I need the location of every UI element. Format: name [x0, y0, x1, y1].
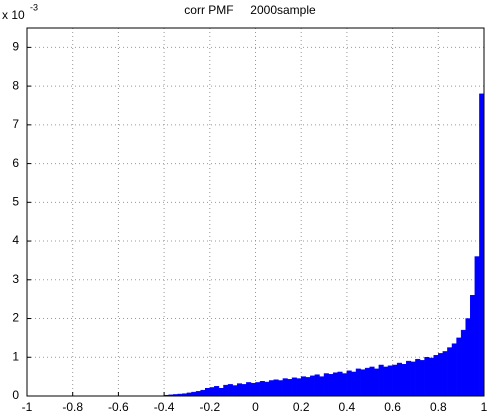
bar — [351, 371, 357, 397]
bar — [456, 337, 462, 397]
bar — [273, 379, 279, 397]
x-tick-label: 0 — [252, 400, 259, 414]
bar — [392, 364, 398, 397]
bar — [474, 256, 480, 397]
bar — [209, 387, 215, 397]
x-tick-label: 0.8 — [430, 400, 447, 414]
bar — [401, 363, 407, 397]
x-tick-label: -0.8 — [62, 400, 83, 414]
y-scale-exponent: -3 — [30, 2, 38, 12]
x-tick-label: 1 — [481, 400, 488, 414]
bar — [255, 382, 261, 397]
x-tick-label: 0.6 — [384, 400, 401, 414]
bar — [278, 380, 284, 397]
bar — [433, 355, 439, 397]
bar — [451, 343, 457, 397]
bar — [314, 374, 320, 397]
bar — [300, 376, 307, 397]
bar — [346, 370, 352, 397]
bar — [323, 373, 329, 397]
bar — [438, 353, 444, 397]
bar — [342, 373, 348, 397]
x-tick-label: -1 — [22, 400, 33, 414]
bar — [374, 368, 380, 397]
bar — [428, 357, 434, 397]
bar — [195, 391, 201, 397]
y-tick-label: 9 — [12, 40, 19, 54]
bar — [337, 371, 343, 397]
y-tick-label: 0 — [12, 388, 19, 402]
bar — [246, 382, 252, 397]
bar — [479, 93, 485, 397]
bar — [264, 381, 270, 397]
bar — [227, 384, 233, 397]
bar — [465, 318, 471, 397]
y-tick-label: 4 — [12, 233, 19, 247]
plot-frame — [26, 27, 485, 397]
y-tick-label: 3 — [12, 272, 19, 286]
bar — [355, 368, 361, 397]
bar — [191, 391, 197, 397]
bar — [268, 380, 275, 397]
x-tick-label: -0.6 — [108, 400, 129, 414]
bar — [396, 362, 402, 397]
bar — [460, 329, 466, 397]
x-tick-label: 0.4 — [339, 400, 356, 414]
bar — [223, 384, 229, 397]
bar — [378, 364, 384, 397]
bar — [447, 347, 453, 397]
bar — [250, 382, 256, 397]
bar — [424, 357, 430, 397]
y-tick-label: 5 — [12, 194, 19, 208]
y-tick-label: 1 — [12, 349, 19, 363]
y-tick-label: 7 — [12, 117, 19, 131]
bar — [419, 360, 425, 397]
chart-title: corr PMF 2000sample — [184, 3, 316, 17]
bar — [241, 384, 247, 397]
bar — [291, 377, 297, 397]
bar — [218, 388, 224, 397]
y-scale-base: x 10 — [2, 8, 25, 22]
bar — [319, 376, 325, 397]
y-tick-label: 2 — [12, 311, 19, 325]
x-tick-label: 0.2 — [293, 400, 310, 414]
bar — [364, 367, 370, 397]
x-tick-label: -0.2 — [199, 400, 220, 414]
bar — [470, 295, 476, 397]
bar — [296, 378, 302, 397]
y-tick-label: 8 — [12, 78, 19, 92]
bar — [442, 351, 448, 397]
bar — [310, 375, 316, 397]
bar — [232, 385, 238, 397]
bar — [236, 383, 243, 397]
bar — [410, 361, 416, 397]
bar — [415, 358, 421, 397]
bar — [287, 379, 293, 397]
bar — [332, 372, 339, 397]
bar — [259, 381, 265, 397]
bar — [406, 360, 412, 397]
bar — [204, 388, 211, 397]
bar — [369, 366, 375, 397]
bar — [387, 365, 393, 397]
y-tick-label: 6 — [12, 156, 19, 170]
bar — [214, 386, 220, 397]
bar — [360, 369, 366, 397]
bar — [200, 389, 206, 397]
bar — [328, 374, 334, 397]
bar — [383, 366, 389, 397]
bar — [282, 378, 288, 397]
bar — [305, 377, 311, 397]
x-tick-label: -0.4 — [154, 400, 175, 414]
